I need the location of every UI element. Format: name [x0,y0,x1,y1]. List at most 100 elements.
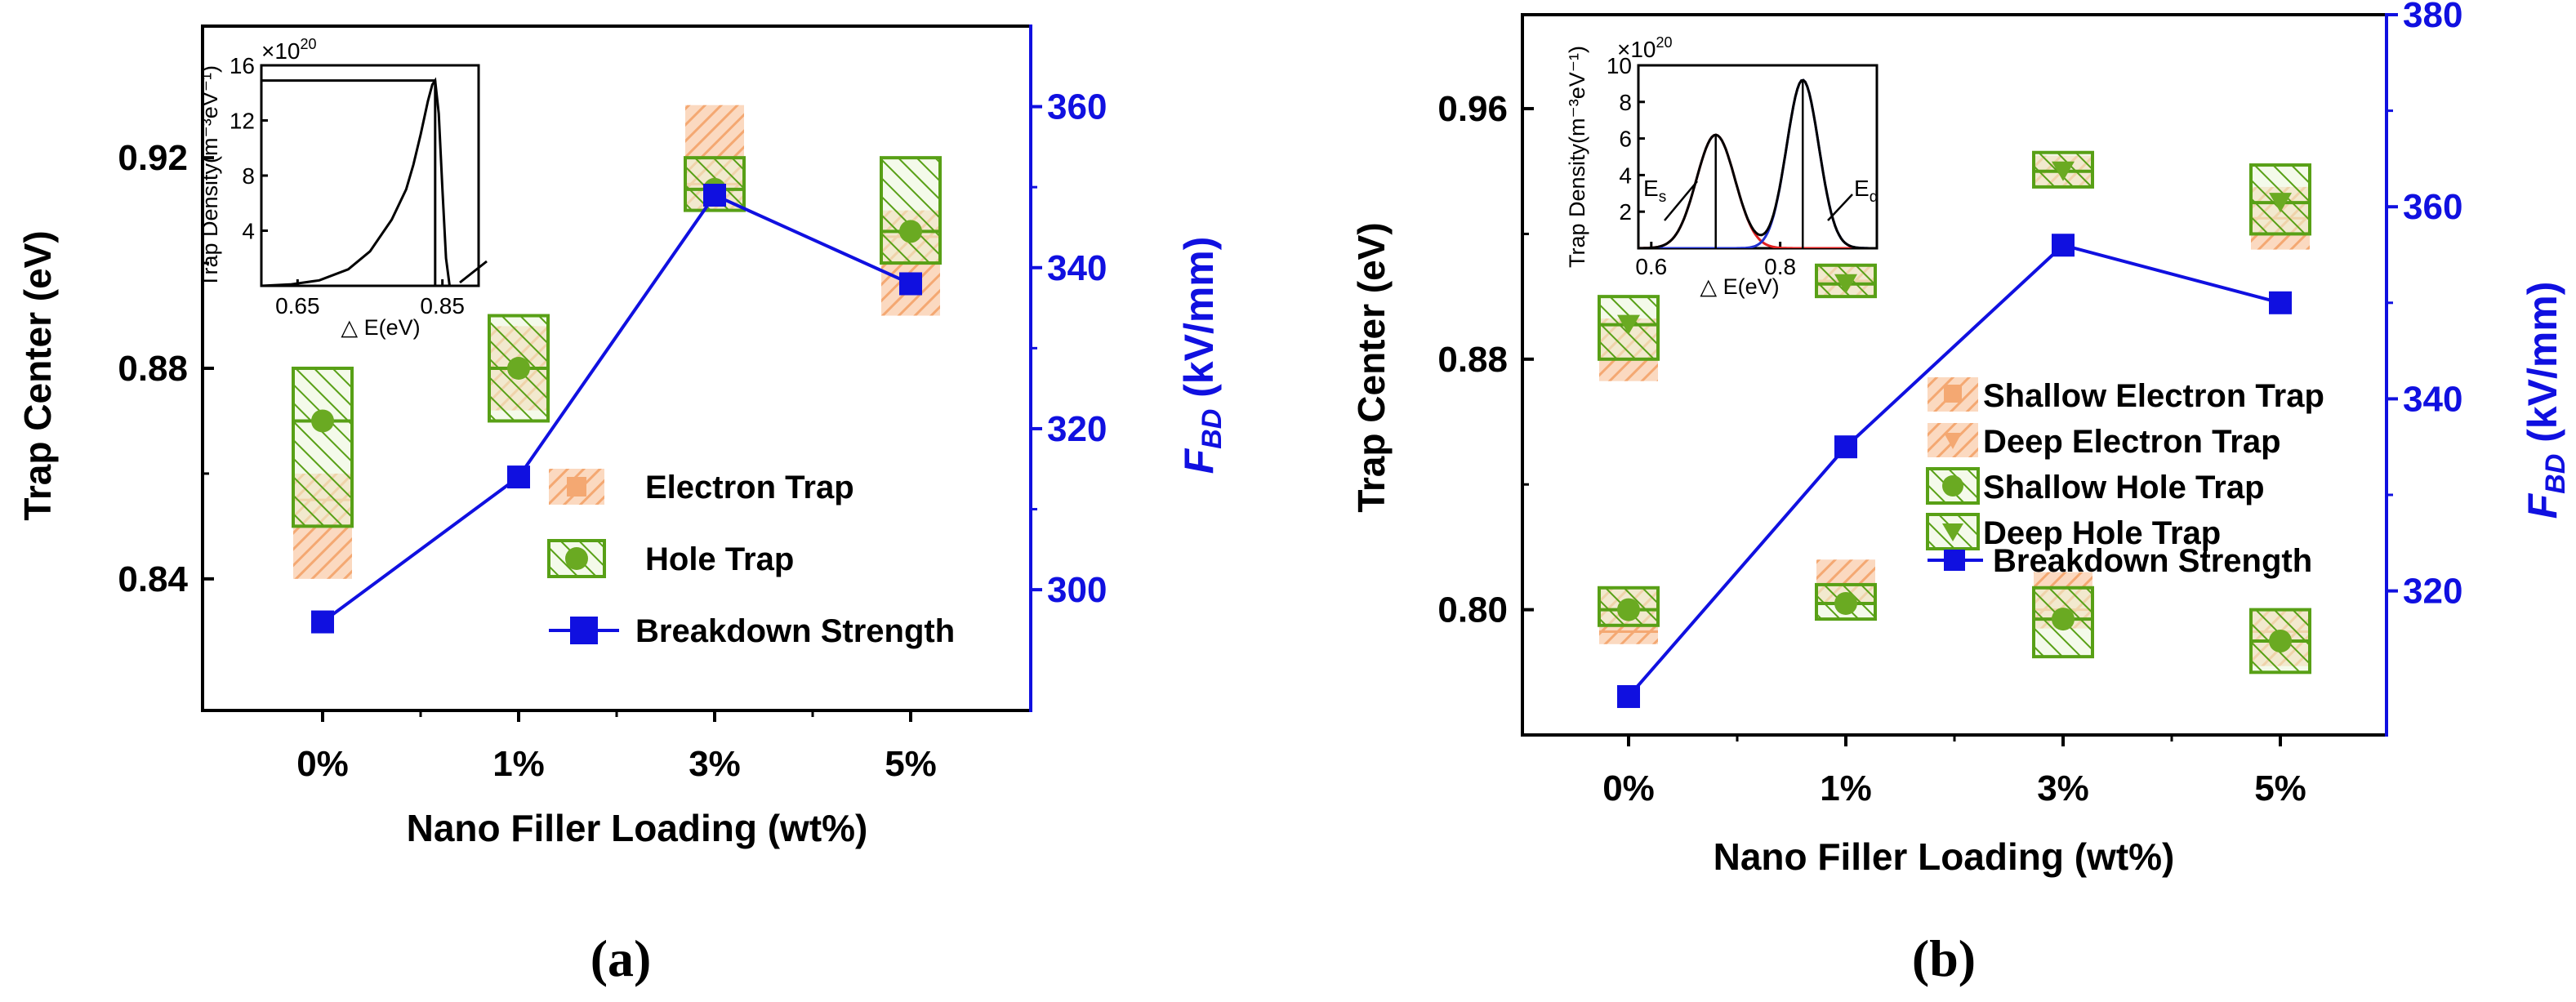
legend-marker-deep-hole-trap [1942,523,1963,541]
panel-a-inset-x-label: △ E(eV) [341,315,420,340]
panel-b-inset-ed-sub: d [1870,189,1879,206]
y2-tick-label: 360 [2403,187,2462,227]
panel-b-legend: Shallow Electron Trap Deep Electron Trap… [1926,377,2324,579]
hole-trap-marker [311,409,334,433]
x-tick-label: 0% [1602,768,1655,808]
breakdown-strength-point [507,465,530,489]
panel-a-label: (a) [591,929,652,987]
inset-x-tick-label: 0.6 [1635,254,1667,279]
hole-trap-box [292,367,354,528]
panel-b-label: (b) [1912,929,1976,987]
legend-label-deep-electron-trap: Deep Electron Trap [1983,424,2281,460]
inset-y-tick-label: 4 [1619,163,1632,188]
x-tick-label: 3% [689,744,741,784]
panel-a-x-axis-ticks: 0% 1% 3% 5% [296,710,937,784]
breakdown-strength-point [1617,684,1640,708]
breakdown-strength-point [899,272,922,296]
inset-x-tick-label: 0.8 [1764,254,1796,279]
panel-a-y-axis-label: Trap Center (eV) [16,230,59,520]
inset-y-tick-label: 4 [242,219,255,244]
panel-b-inset-frame [1637,64,1879,250]
panel-b-trap-boxes [1598,150,2311,675]
panel-b-inset-es-label: Es [1643,176,1666,206]
y2-tick-label: 320 [1047,409,1107,449]
panel-b-breakdown-line [1617,234,2292,708]
y-tick-label: 0.80 [1437,590,1508,630]
y-tick-label: 0.84 [118,559,188,599]
shallow-hole-trap-marker [2269,629,2292,652]
deep-hole-trap-marker [1617,314,1640,335]
legend-marker-shallow-hole-trap [1942,475,1963,497]
panel-b-inset-es-sub: s [1659,189,1667,206]
panel-b-inset-ticks: 2 4 6 8 10 0.6 0.8 [1607,53,1796,279]
panel-a: 0.84 0.88 0.92 300 320 340 360 0% 1% 3% 5% Nano … [16,24,1228,987]
x-tick-label: 1% [492,744,545,784]
panel-a-inset-y-scale-exp: 20 [301,36,317,52]
panel-a-right-axis-ticks: 300 320 340 360 [1031,87,1107,610]
legend-marker-deep-electron-trap [1944,433,1962,449]
panel-b-left-axis-ticks: 0.80 0.88 0.96 [1437,89,1534,630]
panel-b-inset-y-scale-exp: 20 [1656,34,1673,51]
panel-a-left-axis-ticks: 0.84 0.88 0.92 [118,138,214,599]
panel-b-y-axis-label: Trap Center (eV) [1350,222,1393,512]
panel-a-y2-label-unit: (kV/mm) [1176,237,1222,409]
deep-hole-trap-marker [2269,193,2292,213]
panel-b-inset-ed-main: E [1854,176,1870,201]
y-tick-label: 0.92 [118,138,188,178]
panel-a-y2-label-sub: BD [1197,409,1228,449]
panel-a-inset-density-curve [261,77,451,286]
panel-a-inset-y-scale-base: ×10 [261,38,301,64]
panel-b-y2-label-unit: (kV/mm) [2520,282,2565,454]
panel-b-inset-es-main: E [1643,176,1659,201]
panel-b-y2-label-sub: BD [2540,454,2571,494]
legend-marker-breakdown-b [1944,550,1965,571]
panel-b-x-axis-label: Nano Filler Loading (wt%) [1714,835,2175,878]
panel-b-inset-total-curve [1638,78,1877,248]
y-tick-label: 0.96 [1437,89,1508,129]
panel-a-inset-arrow [459,260,488,284]
y2-tick-label: 380 [2403,0,2462,35]
y2-tick-label: 320 [2403,572,2462,612]
inset-x-tick-label: 0.65 [275,293,320,318]
panel-a-inset: 4 8 12 16 0.65 0.85 Trap Density(m⁻³eV⁻¹) ×10… [198,36,488,340]
x-tick-label: 5% [885,744,937,784]
deep-hole-trap-marker [1834,274,1857,294]
breakdown-strength-point [703,184,726,207]
panel-b-inset-y-label: Trap Density(m⁻³eV⁻¹) [1565,46,1589,268]
panel-b-inset-x-label: △ E(eV) [1700,274,1779,299]
panel-b-y2-axis-label: FBD (kV/mm) [2520,282,2571,519]
panel-a-inset-y-label: Trap Density(m⁻³eV⁻¹) [198,65,222,287]
deep-hole-trap-marker [2052,161,2075,181]
x-tick-label: 0% [296,744,349,784]
legend-marker-hole-trap [565,547,588,570]
x-tick-label: 3% [2037,768,2089,808]
y2-tick-label: 340 [1047,248,1107,288]
panel-a-breakdown-line [311,184,922,634]
panel-b-right-axis-ticks: 320 340 360 380 [2387,0,2462,612]
inset-y-tick-label: 6 [1619,127,1632,152]
legend-label-electron-trap: Electron Trap [645,470,854,505]
panel-b-y2-label-main: F [2520,492,2565,519]
panel-a-y2-label-main: F [1176,448,1222,474]
inset-y-tick-label: 12 [230,109,255,134]
x-tick-label: 1% [1820,768,1872,808]
y2-tick-label: 300 [1047,570,1107,610]
legend-marker-breakdown [570,617,598,644]
inset-y-tick-label: 2 [1619,199,1632,225]
panel-b-inset-ed-pointer [1827,194,1853,221]
panel-a-x-axis-label: Nano Filler Loading (wt%) [407,807,868,849]
shallow-hole-trap-marker [2052,608,2075,631]
breakdown-strength-point [1834,435,1857,459]
breakdown-strength-line [1627,243,2281,698]
legend-label-shallow-electron-trap: Shallow Electron Trap [1983,378,2324,414]
panel-a-trap-boxes [292,105,942,579]
y2-tick-label: 360 [1047,87,1107,127]
panel-a-y2-axis-label: FBD (kV/mm) [1176,237,1228,474]
legend-marker-shallow-electron-trap [1944,385,1962,403]
inset-x-tick-label: 0.85 [420,293,465,318]
hole-trap-marker [899,220,922,243]
legend-label-shallow-hole-trap: Shallow Hole Trap [1983,470,2265,505]
y2-tick-label: 340 [2403,379,2462,419]
